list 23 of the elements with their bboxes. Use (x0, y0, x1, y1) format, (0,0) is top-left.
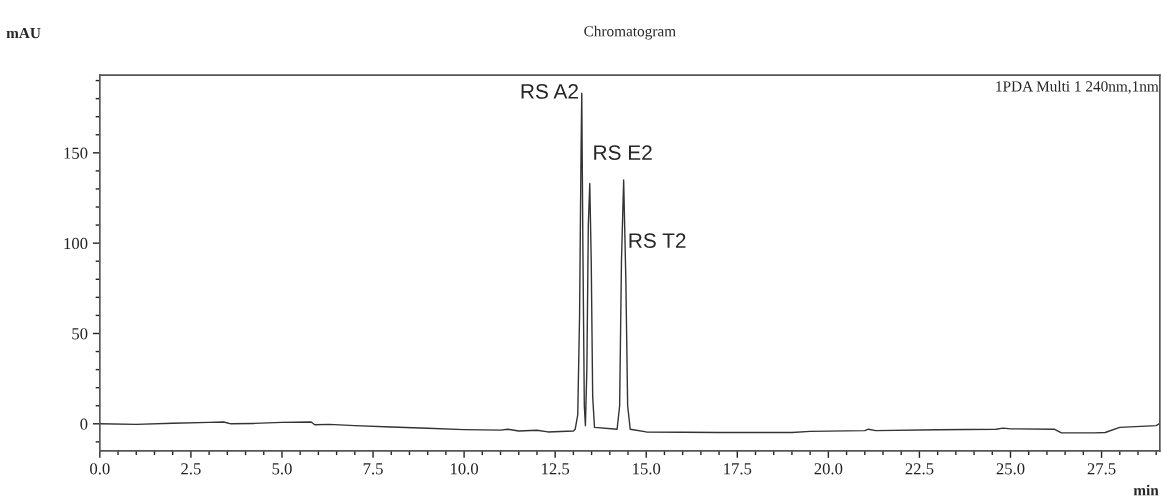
y-tick-label: 150 (64, 147, 88, 159)
x-tick-label: 12.5 (542, 463, 570, 475)
y-tick-label: 0 (80, 418, 88, 430)
x-tick-label: 15.0 (633, 463, 661, 475)
x-tick-label: 5.0 (272, 463, 292, 475)
x-tick-label: 20.0 (814, 463, 843, 475)
x-tick-label: 10.0 (450, 463, 479, 475)
annotation: RS E2 (594, 145, 652, 160)
y-axis-title: mAU (6, 27, 41, 39)
x-tick-label: 22.5 (905, 463, 934, 475)
x-tick-label: 0.0 (90, 463, 110, 475)
x-tick-label: 2.5 (181, 463, 201, 475)
x-tick-label: 27.5 (1087, 463, 1116, 475)
annotation: RS T2 (629, 233, 686, 249)
x-tick-label: 17.5 (724, 463, 752, 475)
chart-title: Chromatogram (584, 25, 676, 40)
y-tick-label: 100 (64, 237, 88, 250)
annotation: RS A2 (521, 84, 578, 99)
x-tick-label: 25.0 (996, 463, 1025, 475)
y-tick-label: 50 (72, 328, 88, 340)
x-axis-title: min (1133, 484, 1159, 496)
annotation: 1PDA Multi 1 240nm,1nm (996, 80, 1159, 94)
x-tick-label: 7.5 (363, 463, 383, 475)
